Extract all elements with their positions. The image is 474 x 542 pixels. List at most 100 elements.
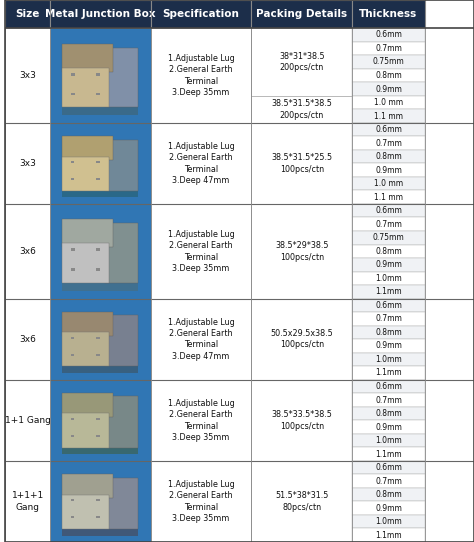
Bar <box>251 28 352 96</box>
Bar <box>352 0 425 28</box>
Bar <box>352 137 425 150</box>
Bar <box>96 499 100 501</box>
Text: 0.7mm: 0.7mm <box>375 44 402 53</box>
Text: 1.0mm: 1.0mm <box>375 436 402 445</box>
Bar <box>96 248 100 251</box>
Bar <box>6 299 50 380</box>
Text: Packing Details: Packing Details <box>256 9 347 19</box>
Bar <box>96 161 100 163</box>
Bar <box>62 223 138 291</box>
Bar <box>62 495 109 528</box>
Bar <box>251 299 352 380</box>
Bar <box>151 461 251 542</box>
Bar <box>352 339 425 353</box>
Bar <box>50 380 151 461</box>
Bar <box>50 0 151 28</box>
Text: 1.Adjustable Lug
2.General Earth
Terminal
3.Deep 35mm: 1.Adjustable Lug 2.General Earth Termina… <box>168 54 235 97</box>
Bar <box>352 69 425 82</box>
Bar <box>62 396 138 454</box>
Text: 3x3: 3x3 <box>19 159 36 168</box>
Bar <box>151 299 251 380</box>
Bar <box>151 0 251 28</box>
Text: 1.0 mm: 1.0 mm <box>374 179 403 188</box>
Text: 1.1mm: 1.1mm <box>375 450 402 459</box>
Text: 0.8mm: 0.8mm <box>375 152 402 161</box>
Bar <box>251 204 352 299</box>
Bar <box>352 231 425 244</box>
Bar <box>352 258 425 272</box>
Bar <box>71 499 74 501</box>
Bar <box>62 478 138 535</box>
Text: 50.5x29.5x38.5
100pcs/ctn: 50.5x29.5x38.5 100pcs/ctn <box>271 329 333 350</box>
Bar <box>50 461 151 542</box>
Bar <box>71 516 74 519</box>
Bar <box>62 414 109 448</box>
Bar <box>352 217 425 231</box>
Bar <box>251 123 352 204</box>
Bar <box>62 312 113 336</box>
Text: 1.1 mm: 1.1 mm <box>374 193 403 202</box>
Text: 1.Adjustable Lug
2.General Earth
Terminal
3.Deep 35mm: 1.Adjustable Lug 2.General Earth Termina… <box>168 480 235 523</box>
Bar <box>352 312 425 326</box>
Text: 0.75mm: 0.75mm <box>373 233 404 242</box>
Text: 0.8mm: 0.8mm <box>375 490 402 499</box>
Bar <box>71 418 74 420</box>
Text: 0.6mm: 0.6mm <box>375 382 402 391</box>
Text: 38.5*33.5*38.5
100pcs/ctn: 38.5*33.5*38.5 100pcs/ctn <box>272 410 332 430</box>
Bar <box>71 248 75 251</box>
Bar <box>105 48 138 107</box>
Bar <box>352 474 425 488</box>
Bar <box>6 0 50 28</box>
Bar <box>62 474 113 498</box>
Bar <box>62 393 113 417</box>
Bar <box>352 123 425 137</box>
Text: 0.8mm: 0.8mm <box>375 247 402 256</box>
Text: Metal Junction Box: Metal Junction Box <box>45 9 155 19</box>
Bar <box>105 396 138 448</box>
Bar <box>352 501 425 515</box>
Bar <box>96 178 100 180</box>
Bar <box>352 447 425 461</box>
Text: 38.5*29*38.5
100pcs/ctn: 38.5*29*38.5 100pcs/ctn <box>275 241 328 261</box>
Text: 1+1 Gang: 1+1 Gang <box>5 416 51 425</box>
Text: 0.9mm: 0.9mm <box>375 85 402 94</box>
Bar <box>352 244 425 258</box>
Bar <box>62 332 109 366</box>
Text: 1.0mm: 1.0mm <box>375 517 402 526</box>
Bar <box>352 272 425 285</box>
Text: 0.9mm: 0.9mm <box>375 341 402 351</box>
Bar <box>352 407 425 420</box>
Bar <box>62 220 113 247</box>
Bar <box>62 157 109 191</box>
Bar <box>251 96 352 123</box>
Bar <box>352 393 425 407</box>
Text: 0.9mm: 0.9mm <box>375 423 402 431</box>
Bar <box>71 354 74 356</box>
Bar <box>251 380 352 461</box>
Bar <box>352 177 425 190</box>
Bar <box>352 461 425 474</box>
Bar <box>105 223 138 283</box>
Text: Specification: Specification <box>163 9 239 19</box>
Bar <box>62 48 138 115</box>
Text: 3x6: 3x6 <box>19 334 36 344</box>
Bar <box>352 434 425 447</box>
Bar <box>352 366 425 380</box>
Text: 0.9mm: 0.9mm <box>375 260 402 269</box>
Bar <box>151 380 251 461</box>
Bar <box>352 163 425 177</box>
Bar <box>251 461 352 542</box>
Text: 0.9mm: 0.9mm <box>375 504 402 513</box>
Bar <box>62 315 138 373</box>
Text: 0.75mm: 0.75mm <box>373 57 404 67</box>
Bar <box>62 68 109 107</box>
Bar <box>62 136 113 160</box>
Bar <box>151 123 251 204</box>
Bar <box>50 28 151 123</box>
Bar <box>6 204 50 299</box>
Text: 1.0 mm: 1.0 mm <box>374 98 403 107</box>
Bar <box>50 123 151 204</box>
Text: 0.7mm: 0.7mm <box>375 396 402 404</box>
Bar <box>71 337 74 339</box>
Bar <box>151 204 251 299</box>
